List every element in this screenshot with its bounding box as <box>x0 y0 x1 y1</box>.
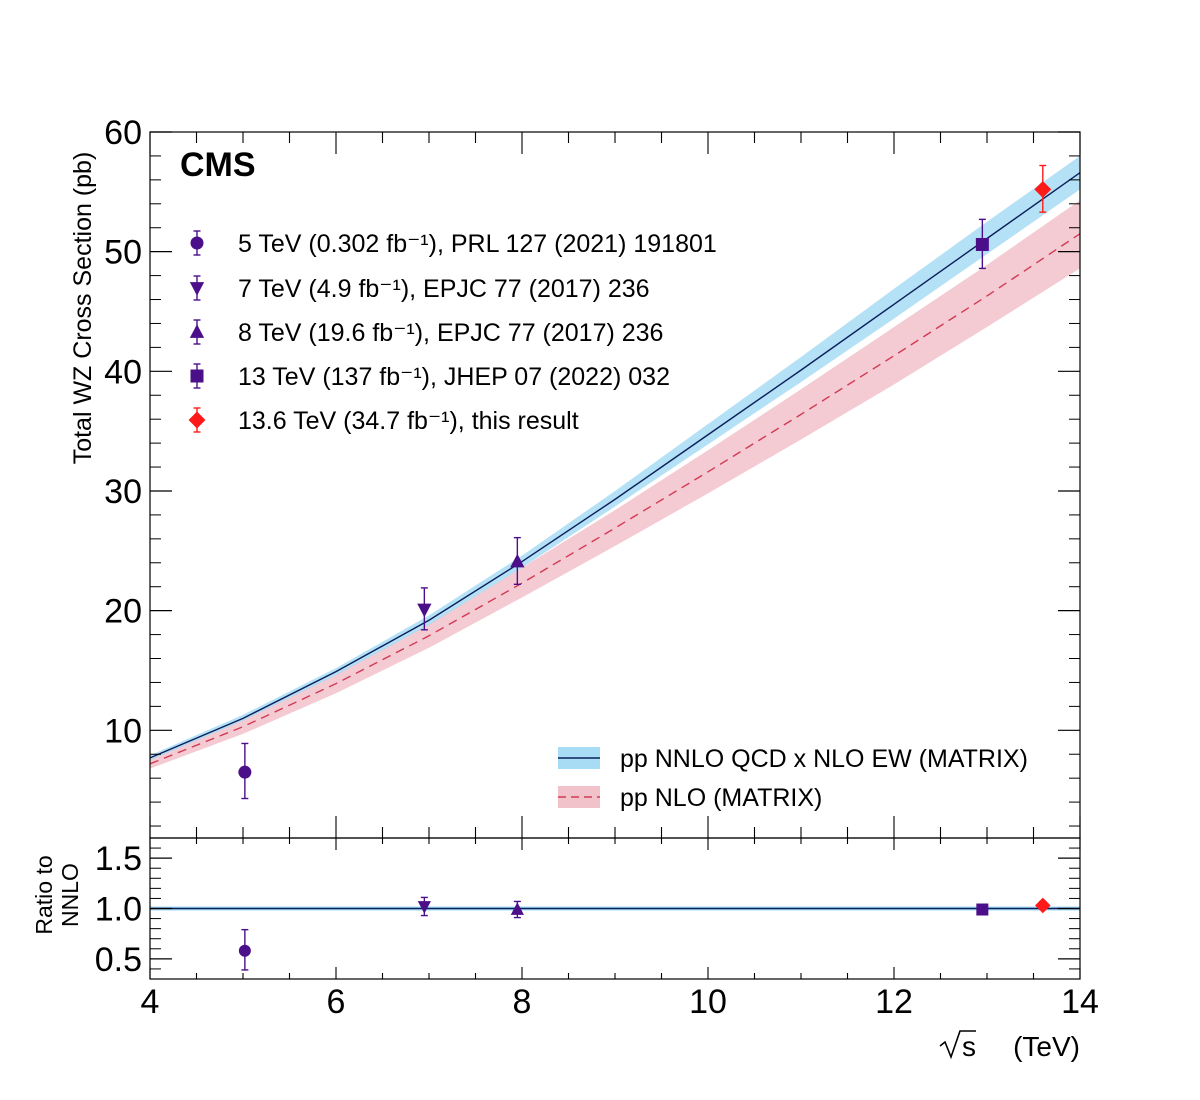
y-tick-label: 50 <box>104 234 142 272</box>
ratio-panel: 0.5 1.0 1.5 Ratio to NNLO <box>31 837 1081 980</box>
y-tick-label: 30 <box>104 473 142 511</box>
ratio-point-3-marker <box>976 903 989 916</box>
ratio-y-tick-label: 1.5 <box>95 840 142 878</box>
main-y-axis-ticks: 10 20 30 40 50 60 <box>104 114 1080 750</box>
measurement-points <box>238 164 1052 800</box>
main-y-axis-label: Total WZ Cross Section (pb) <box>69 152 97 465</box>
legend-entry-0-label: 5 TeV (0.302 fb⁻¹), PRL 127 (2021) 19180… <box>238 230 717 258</box>
x-tick-label: 6 <box>327 983 346 1021</box>
y-tick-label: 10 <box>104 712 142 750</box>
legend-entry-4-marker <box>188 411 206 429</box>
point-4-marker <box>1034 180 1052 198</box>
x-tick-label: 14 <box>1061 983 1099 1021</box>
point-2-marker <box>510 553 525 568</box>
ratio-band <box>150 906 1080 911</box>
legend-entry-2-label: 8 TeV (19.6 fb⁻¹), EPJC 77 (2017) 236 <box>238 319 663 347</box>
ratio-points <box>238 896 1051 971</box>
y-tick-label: 60 <box>104 114 142 152</box>
ratio-point-2-marker <box>510 902 524 915</box>
point-0-marker <box>238 765 252 779</box>
x-axis-ticks: 4 6 8 10 12 14 <box>141 132 1099 1021</box>
x-axis-label-root: s <box>962 1031 976 1062</box>
theory-bands <box>150 155 1080 769</box>
x-axis-label: s (TeV) <box>939 1030 1080 1062</box>
legend-entry-3-label: 13 TeV (137 fb⁻¹), JHEP 07 (2022) 032 <box>238 363 670 391</box>
ratio-point-4-marker <box>1035 897 1051 914</box>
ratio-y-axis-label-line1: Ratio to <box>31 855 57 934</box>
legend-entry-1-marker <box>189 282 205 296</box>
ratio-point-0-marker <box>238 944 251 957</box>
legend-nlo-label: pp NLO (MATRIX) <box>620 784 822 812</box>
legend-entry-4-label: 13.6 TeV (34.7 fb⁻¹), this result <box>238 407 579 435</box>
main-panel: 10 20 30 40 50 60 CMS Total WZ Cross Section … <box>69 114 1081 839</box>
ratio-y-tick-label: 0.5 <box>95 941 142 979</box>
nnlo-central-line <box>150 172 1080 759</box>
legend-entry-2-marker <box>189 324 205 338</box>
theory-legend: pp NNLO QCD x NLO EW (MATRIX) pp NLO (MAT… <box>558 745 1028 812</box>
main-minor-ticks <box>150 155 1080 827</box>
x-tick-label: 10 <box>689 983 727 1021</box>
legend-entry-1-label: 7 TeV (4.9 fb⁻¹), EPJC 77 (2017) 236 <box>238 275 650 303</box>
legend-entry-3-marker <box>190 369 204 383</box>
x-axis-label-unit: (TeV) <box>1013 1031 1080 1062</box>
y-tick-label: 40 <box>104 353 142 391</box>
x-tick-label: 4 <box>141 983 160 1021</box>
point-1-marker <box>417 603 432 618</box>
x-tick-label: 8 <box>513 983 532 1021</box>
measurement-legend: 5 TeV (0.302 fb⁻¹), PRL 127 (2021) 19180… <box>188 230 717 435</box>
experiment-label: CMS <box>180 146 256 184</box>
x-tick-label: 12 <box>875 983 913 1021</box>
y-tick-label: 20 <box>104 593 142 631</box>
nlo-central-line <box>150 233 1080 765</box>
legend-entry-0-marker <box>190 236 204 250</box>
sqrt-symbol-icon <box>939 1030 976 1060</box>
ratio-y-tick-label: 1.0 <box>95 891 142 929</box>
legend-nnlo-label: pp NNLO QCD x NLO EW (MATRIX) <box>620 745 1028 773</box>
ratio-y-axis-ticks: 0.5 1.0 1.5 <box>95 840 1080 979</box>
ratio-minor-ticks <box>150 847 1080 970</box>
ratio-y-axis-label-line2: NNLO <box>57 863 83 927</box>
ratio-point-1-marker <box>417 901 431 914</box>
point-3-marker <box>975 237 989 251</box>
